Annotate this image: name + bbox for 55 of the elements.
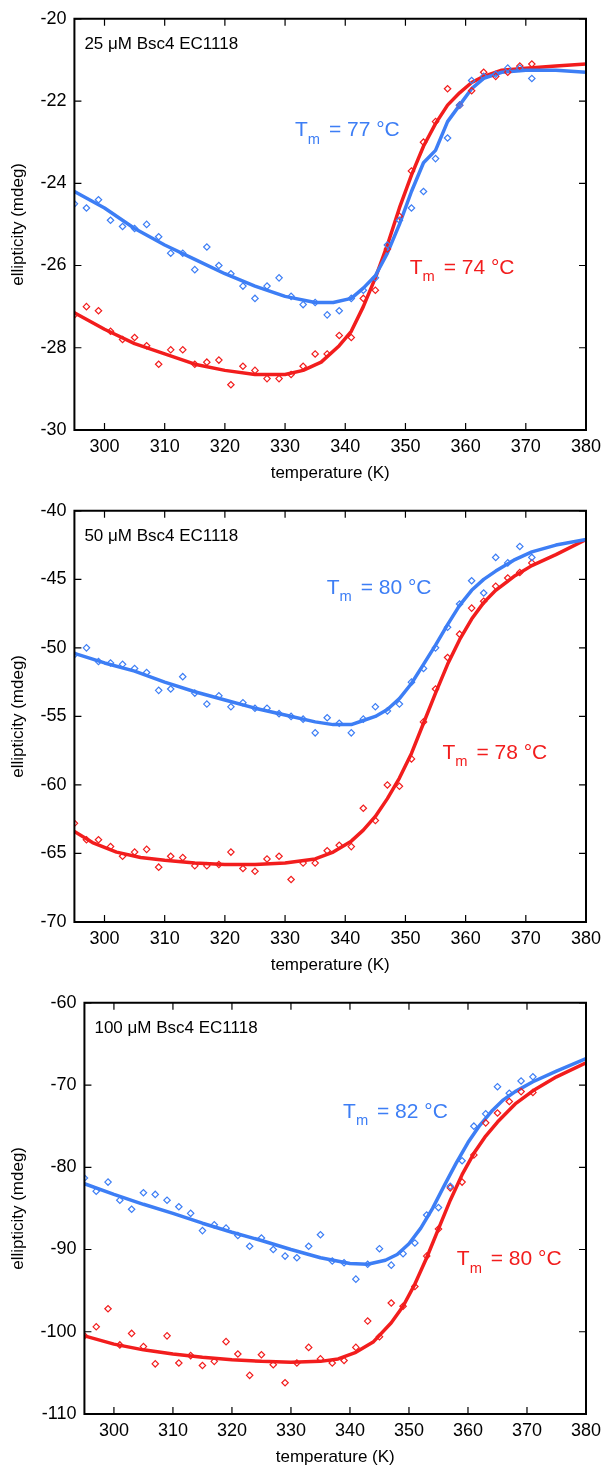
x-tick-label: 350 [390,927,421,948]
x-tick-label: 380 [570,1419,602,1440]
x-tick-label: 380 [570,435,602,456]
x-tick-label: 340 [334,1419,365,1440]
x-tick-label: 370 [510,927,541,948]
text: 25 μM Bsc4 EC1118 [84,33,239,53]
y-tick-label: -40 [40,499,67,520]
text: 50 μM Bsc4 EC1118 [84,525,239,545]
y-tick-label: -60 [50,991,77,1012]
x-tick-label: 360 [450,435,481,456]
x-tick-label: 310 [149,435,180,456]
y-tick-label: -65 [40,842,67,863]
y-tick-label: -20 [40,7,67,28]
x-tick-label: 360 [452,1419,484,1440]
x-axis-title: temperature (K) [275,1447,395,1467]
x-tick-label: 370 [510,435,541,456]
x-tick-label: 350 [393,1419,424,1440]
x-tick-label: 340 [330,435,361,456]
y-tick-label: -100 [40,1320,77,1341]
x-tick-label: 310 [157,1419,188,1440]
x-tick-label: 360 [450,927,481,948]
y-tick-label: -70 [40,910,67,931]
x-tick-label: 300 [89,927,120,948]
y-tick-label: -55 [40,705,67,726]
y-tick-label: -110 [41,1402,77,1423]
x-tick-label: 300 [98,1419,129,1440]
y-tick-label: -24 [40,172,67,193]
y-tick-label: -90 [50,1238,77,1259]
y-tick-label: -70 [50,1074,77,1095]
x-tick-label: 300 [89,435,120,456]
y-tick-label: -45 [40,568,67,589]
y-tick-label: -28 [40,336,67,357]
x-tick-label: 320 [209,927,240,948]
x-tick-label: 310 [149,927,180,948]
x-axis-title: temperature (K) [270,955,390,975]
y-axis-title: ellipticity (mdeg) [7,162,27,286]
x-tick-label: 330 [275,1419,306,1440]
y-tick-label: -22 [40,90,67,111]
y-axis-title: ellipticity (mdeg) [7,1146,27,1270]
x-tick-label: 350 [390,435,421,456]
y-tick-label: -30 [40,418,67,439]
x-tick-label: 370 [511,1419,543,1440]
x-tick-label: 380 [570,927,602,948]
y-tick-label: -50 [40,636,67,657]
x-tick-label: 320 [216,1419,247,1440]
x-tick-label: 320 [209,435,240,456]
y-tick-label: -26 [40,254,67,275]
x-tick-label: 330 [270,927,301,948]
x-axis-title: temperature (K) [270,463,390,483]
y-tick-label: -60 [40,773,67,794]
x-tick-label: 340 [330,927,361,948]
text: 100 μM Bsc4 EC1118 [94,1017,258,1037]
y-tick-label: -80 [50,1156,77,1177]
y-axis-title: ellipticity (mdeg) [7,654,27,778]
x-tick-label: 330 [270,435,301,456]
